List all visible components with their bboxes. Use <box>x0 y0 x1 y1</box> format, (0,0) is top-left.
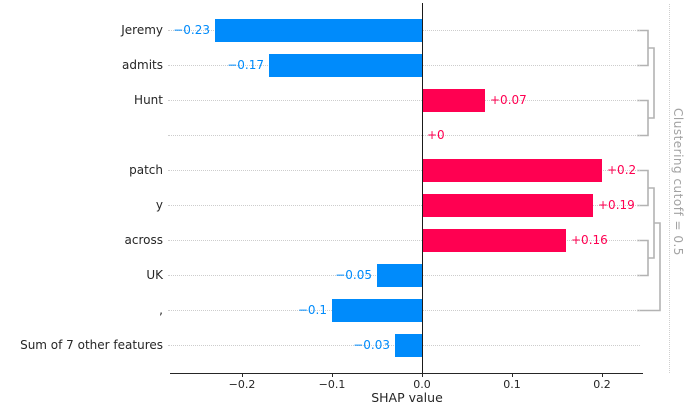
x-tick-mark <box>332 373 333 377</box>
feature-label: y <box>155 198 163 212</box>
x-tick-mark <box>602 373 603 377</box>
feature-label <box>0 126 163 144</box>
shap-bar <box>215 19 422 42</box>
dendrogram-links <box>637 29 661 312</box>
clustering-cutoff-label: Clustering cutoff = 0.5 <box>671 108 685 256</box>
x-tick-mark <box>512 373 513 377</box>
shap-value-label: +0.2 <box>607 163 637 177</box>
shap-bar <box>269 54 422 77</box>
feature-label: admits <box>122 58 163 72</box>
x-tick-label: −0.1 <box>318 378 346 391</box>
shap-value-label: −0.03 <box>353 338 390 352</box>
x-tick-mark <box>422 373 423 377</box>
x-tick-label: 0.2 <box>593 378 611 391</box>
clustering-cutoff-line <box>668 4 670 373</box>
shap-value-label: −0.1 <box>297 303 327 317</box>
shap-bar <box>422 159 602 182</box>
zero-reference-line <box>421 3 423 374</box>
x-axis-label: SHAP value <box>371 390 443 405</box>
x-tick-label: 0.1 <box>503 378 521 391</box>
shap-value-label: −0.05 <box>335 268 372 282</box>
shap-bar <box>422 229 566 252</box>
row-gridline <box>168 170 640 171</box>
shap-bar <box>377 264 422 287</box>
feature-label: UK <box>146 268 163 282</box>
feature-label: Sum of 7 other features <box>20 338 163 352</box>
row-gridline <box>168 205 640 206</box>
x-tick-label: −0.2 <box>228 378 256 391</box>
x-axis-line <box>170 373 643 375</box>
shap-value-label: +0 <box>427 128 445 142</box>
shap-bar <box>422 89 485 112</box>
shap-bar <box>395 334 422 357</box>
feature-label: patch <box>129 163 163 177</box>
row-gridline <box>168 240 640 241</box>
shap-value-label: −0.17 <box>227 58 264 72</box>
x-tick-mark <box>242 373 243 377</box>
shap-bar <box>422 194 593 217</box>
feature-label: across <box>124 233 163 247</box>
shap-value-label: +0.16 <box>571 233 608 247</box>
row-gridline <box>168 135 640 136</box>
shap-value-label: +0.07 <box>490 93 527 107</box>
x-tick-label: 0.0 <box>413 378 431 391</box>
shap-value-label: −0.23 <box>173 23 210 37</box>
shap-bar <box>332 299 422 322</box>
row-gridline <box>168 100 640 101</box>
feature-label: , <box>159 303 163 317</box>
feature-label: Jeremy <box>121 23 163 37</box>
feature-label: Hunt <box>134 93 163 107</box>
shap-value-label: +0.19 <box>598 198 635 212</box>
